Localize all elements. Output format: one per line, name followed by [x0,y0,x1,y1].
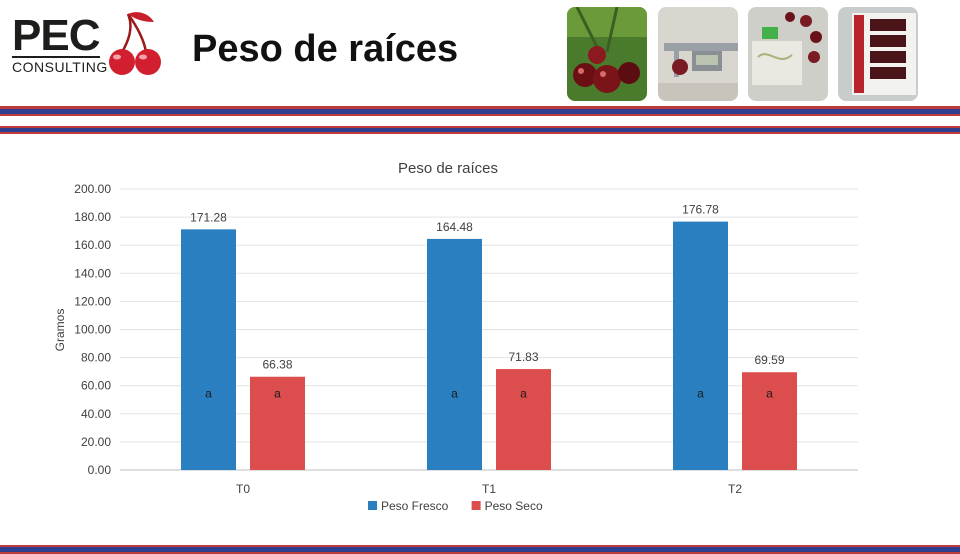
slide-header: PEC CONSULTING Peso de raíces [0,0,960,104]
data-label: 171.28 [190,210,227,224]
legend: Peso Fresco Peso Seco [368,499,543,513]
y-tick-label: 200.00 [74,182,111,196]
data-label: 66.38 [262,358,292,372]
footer-divider [0,547,960,552]
page-title: Peso de raíces [192,28,459,70]
legend-swatch [471,501,481,510]
gridlines [120,188,858,471]
legend-swatch [368,501,377,510]
bar [250,376,305,470]
legend-label: Peso Fresco [381,499,449,513]
y-tick-label: 120.00 [74,294,111,308]
significance-letter: a [520,387,527,401]
significance-letter: a [697,387,704,401]
bars-group: 171.28 a 66.38 a 164.48 a 71.83 a 176.78 a 69.59 a [181,203,797,470]
content-divider [0,132,960,134]
logo-subtext: CONSULTING [12,56,107,75]
header-divider [0,114,960,116]
y-tick-label: 160.00 [74,238,111,252]
footer-divider [0,552,960,554]
y-axis-ticks: 0.00 20.00 40.00 60.00 80.00 100.00 120.00 140.… [74,182,111,477]
x-tick-label: T0 [236,482,250,496]
y-tick-label: 20.00 [81,435,111,449]
x-axis-ticks: T0 T1 T2 [236,482,742,496]
x-tick-label: T1 [482,482,496,496]
logo-text: PEC [12,11,100,60]
data-label: 71.83 [508,350,538,364]
bar [742,372,797,470]
cherries-icon [109,12,161,75]
caliper-photo [658,7,738,101]
legend-label: Peso Seco [485,499,543,513]
y-tick-label: 80.00 [81,351,111,365]
cherries-photo [567,7,647,101]
y-tick-label: 60.00 [81,379,111,393]
data-label: 164.48 [436,220,473,234]
bar [673,221,728,470]
significance-letter: a [205,387,212,401]
header-divider [0,106,960,109]
y-tick-label: 40.00 [81,407,111,421]
content-divider [0,128,960,132]
y-tick-label: 100.00 [74,323,111,337]
y-tick-label: 0.00 [88,463,112,477]
header-divider [0,109,960,114]
root-weight-chart: Peso de raíces Gramos 0.00 20.00 40.00 60.0… [53,160,858,513]
bar [181,229,236,470]
bar [427,238,482,470]
ruler-photo [838,7,918,101]
lab-samples-photo [748,7,828,101]
pec-consulting-logo: PEC CONSULTING [8,8,168,78]
x-tick-label: T2 [728,482,742,496]
content-divider [0,126,960,128]
significance-letter: a [274,387,281,401]
footer-divider [0,545,960,547]
data-label: 176.78 [682,203,719,217]
chart-title: Peso de raíces [398,160,498,177]
y-tick-label: 180.00 [74,210,111,224]
significance-letter: a [766,387,773,401]
data-label: 69.59 [754,353,784,367]
significance-letter: a [451,387,458,401]
y-tick-label: 140.00 [74,266,111,280]
bar [496,369,551,470]
y-axis-label: Gramos [53,309,67,352]
